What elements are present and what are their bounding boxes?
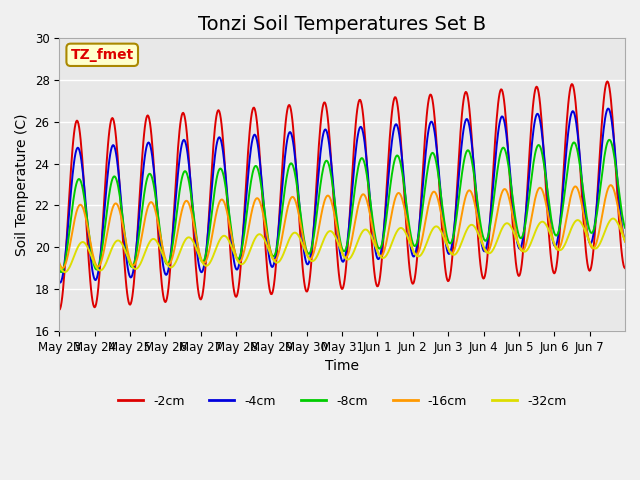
-8cm xyxy=(58,269,65,275)
-32cm xyxy=(61,269,68,275)
-32cm xyxy=(621,238,629,243)
-4cm xyxy=(255,146,262,152)
-4cm xyxy=(227,227,234,233)
-8cm xyxy=(56,267,63,273)
-4cm xyxy=(56,280,64,286)
Y-axis label: Soil Temperature (C): Soil Temperature (C) xyxy=(15,113,29,256)
-2cm xyxy=(226,240,234,246)
-16cm xyxy=(607,182,615,188)
-4cm xyxy=(401,192,409,197)
-32cm xyxy=(227,241,234,247)
-16cm xyxy=(56,260,63,265)
-32cm xyxy=(433,224,441,229)
Title: Tonzi Soil Temperatures Set B: Tonzi Soil Temperatures Set B xyxy=(198,15,486,34)
-8cm xyxy=(276,227,284,232)
-32cm xyxy=(255,231,262,237)
-4cm xyxy=(433,148,441,154)
-4cm xyxy=(621,237,629,243)
Text: TZ_fmet: TZ_fmet xyxy=(70,48,134,62)
-8cm xyxy=(433,163,441,169)
-32cm xyxy=(276,258,284,264)
-32cm xyxy=(609,216,617,221)
-2cm xyxy=(401,195,408,201)
-8cm xyxy=(605,137,613,143)
-16cm xyxy=(276,245,284,251)
-16cm xyxy=(122,241,130,247)
-32cm xyxy=(56,263,63,268)
-16cm xyxy=(227,227,234,232)
-4cm xyxy=(122,255,130,261)
-4cm xyxy=(56,279,63,285)
Line: -4cm: -4cm xyxy=(60,108,625,283)
-8cm xyxy=(122,244,130,250)
-16cm xyxy=(59,265,67,271)
-32cm xyxy=(401,229,409,235)
X-axis label: Time: Time xyxy=(325,359,359,373)
-2cm xyxy=(275,216,283,222)
-32cm xyxy=(122,251,130,257)
-2cm xyxy=(56,307,63,313)
-4cm xyxy=(604,106,612,111)
-8cm xyxy=(401,192,409,197)
-16cm xyxy=(255,196,262,202)
-8cm xyxy=(255,168,262,174)
-16cm xyxy=(401,209,409,215)
-2cm xyxy=(254,127,262,132)
Line: -8cm: -8cm xyxy=(60,140,625,272)
-8cm xyxy=(227,221,234,227)
-2cm xyxy=(433,135,440,141)
Line: -16cm: -16cm xyxy=(60,185,625,268)
-2cm xyxy=(122,276,129,281)
Line: -32cm: -32cm xyxy=(60,218,625,272)
-4cm xyxy=(276,212,284,218)
Line: -2cm: -2cm xyxy=(60,82,625,310)
Legend: -2cm, -4cm, -8cm, -16cm, -32cm: -2cm, -4cm, -8cm, -16cm, -32cm xyxy=(113,390,572,413)
-16cm xyxy=(433,193,441,199)
-2cm xyxy=(621,265,629,271)
-16cm xyxy=(621,239,629,245)
-8cm xyxy=(621,225,629,230)
-2cm xyxy=(604,79,611,84)
